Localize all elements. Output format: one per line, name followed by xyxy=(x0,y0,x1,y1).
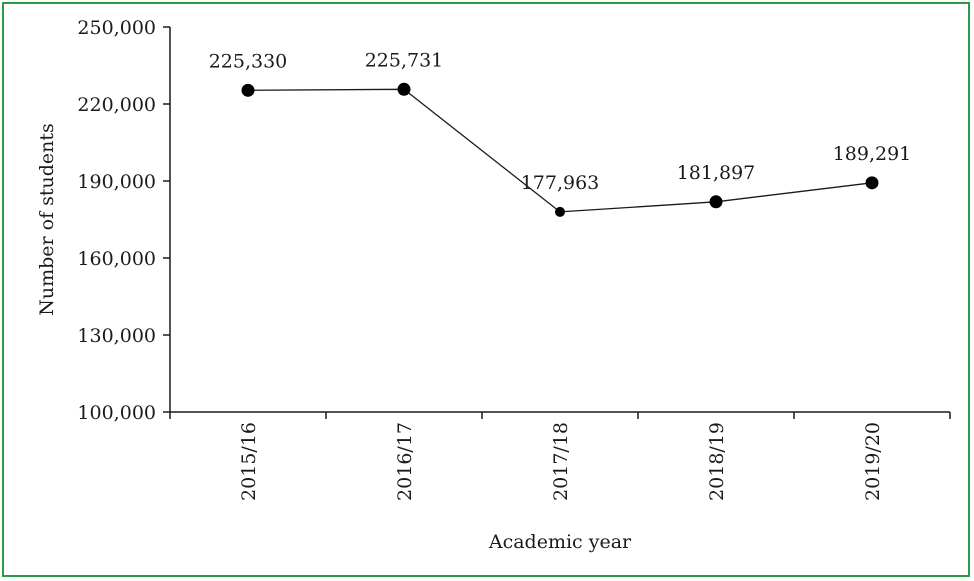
y-axis-title: Number of students xyxy=(36,123,58,316)
y-tick-label: 190,000 xyxy=(77,171,156,193)
data-label: 181,897 xyxy=(677,162,756,184)
y-tick-label: 220,000 xyxy=(77,94,156,116)
data-point xyxy=(865,176,879,190)
x-tick-label: 2016/17 xyxy=(394,422,416,501)
y-tick-label: 130,000 xyxy=(77,325,156,347)
y-axis-ticks: 100,000 130,000 160,000 190,000 220,000 250,0… xyxy=(77,17,170,424)
x-axis-ticks: 2015/16 2016/17 2017/18 2018/19 2019/20 xyxy=(169,412,951,501)
data-point xyxy=(555,206,565,217)
x-axis-title: Academic year xyxy=(488,531,632,553)
data-point xyxy=(241,83,255,97)
y-tick-label: 100,000 xyxy=(77,402,156,424)
data-point xyxy=(397,82,411,96)
x-tick-label: 2015/16 xyxy=(238,422,260,501)
x-tick-label: 2018/19 xyxy=(706,422,728,501)
axes xyxy=(169,27,950,413)
series xyxy=(241,82,879,217)
data-point xyxy=(709,195,723,209)
data-label: 225,731 xyxy=(365,49,444,71)
y-tick-label: 160,000 xyxy=(77,248,156,270)
data-labels: 225,330 225,731 177,963 181,897 189,291 xyxy=(209,49,912,194)
data-label: 225,330 xyxy=(209,50,288,72)
y-tick-label: 250,000 xyxy=(77,17,156,39)
data-label: 189,291 xyxy=(833,143,912,165)
x-tick-label: 2019/20 xyxy=(862,422,884,501)
x-tick-label: 2017/18 xyxy=(550,422,572,501)
data-label: 177,963 xyxy=(521,172,600,194)
